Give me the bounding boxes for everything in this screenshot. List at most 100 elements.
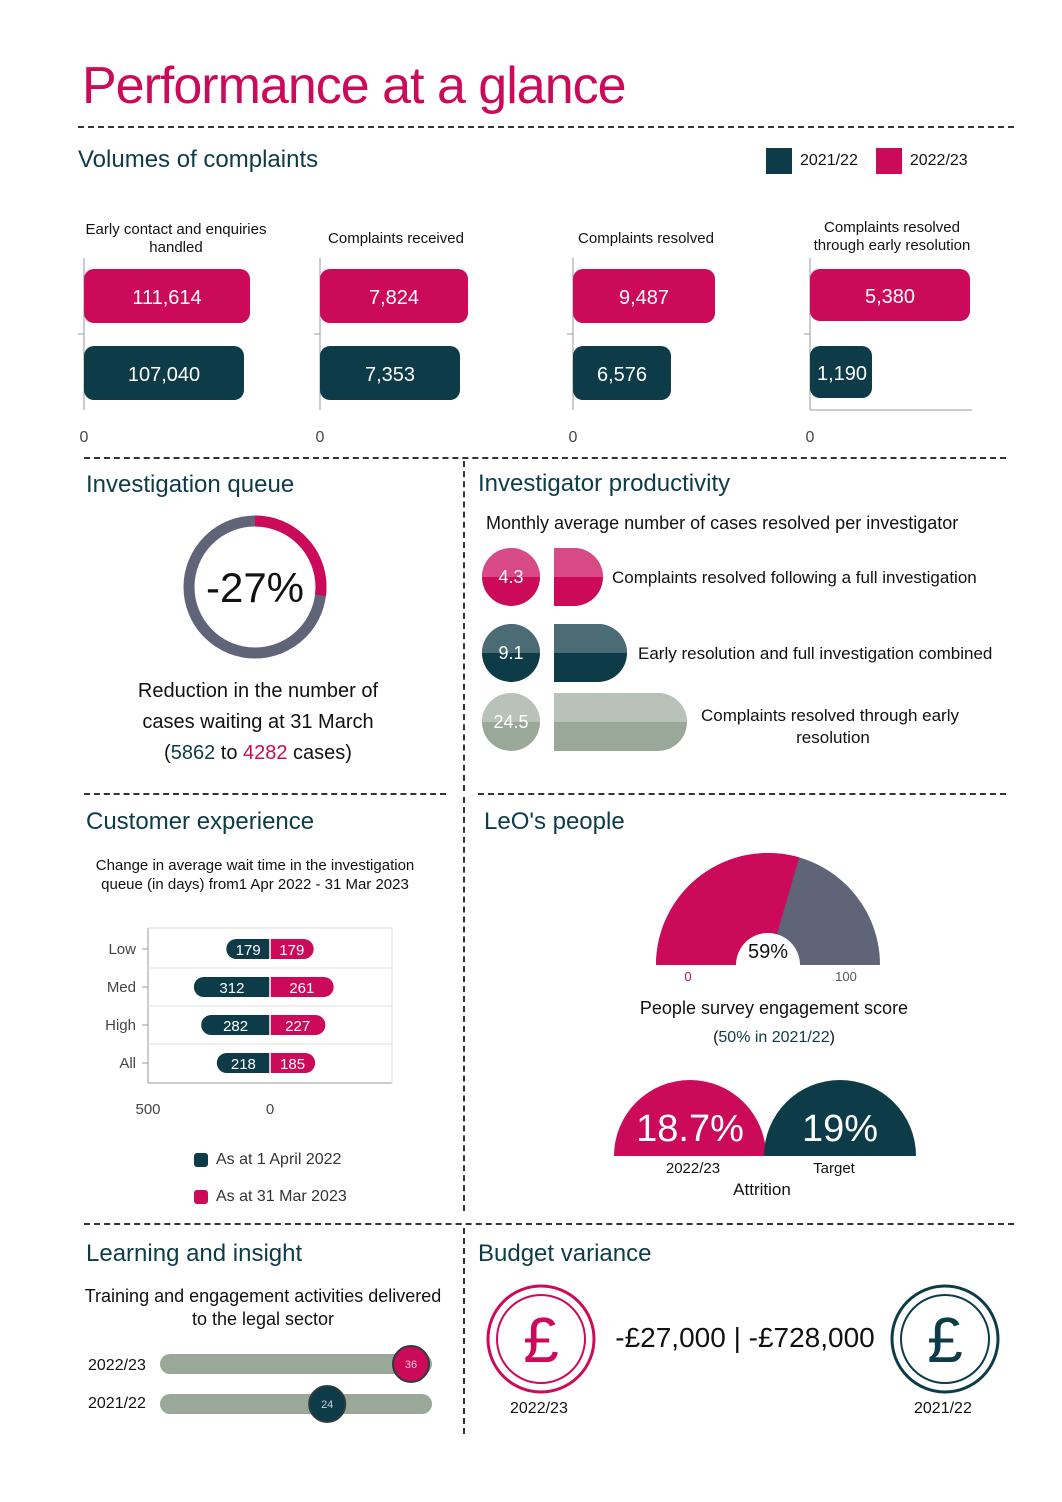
volumes-legend: 2021/22 2022/23 [766, 148, 968, 174]
learning-heading: Learning and insight [86, 1240, 303, 1267]
queue-heading: Investigation queue [86, 471, 295, 498]
attrition-semicircle [614, 1080, 766, 1156]
queue-line3: (5862 to 4282 cases) [100, 738, 416, 769]
wait-bar-2022-fill [203, 977, 270, 997]
queue-cases: cases) [287, 742, 352, 764]
wait-value-2022: 312 [219, 980, 244, 997]
people-heading: LeO's people [484, 808, 625, 835]
vol3-value-2022: 6,576 [597, 364, 647, 386]
queue-to-value: 4282 [243, 742, 288, 764]
wait-bar-2022-fill [226, 1053, 270, 1073]
queue-from-value: 5862 [170, 742, 216, 764]
vol4-label-line2: through early resolution [814, 237, 971, 254]
wait-bar-2023-fill [270, 1015, 316, 1035]
budget-year-right: 2021/22 [914, 1400, 972, 1417]
vol3-label-line1: Complaints resolved [578, 230, 714, 247]
learning-value-2023: 36 [405, 1359, 417, 1371]
wait-legend-2023: As at 31 Mar 2023 [194, 1178, 347, 1215]
queue-line2: cases waiting at 31 March [142, 711, 374, 733]
page-title: Performance at a glance [82, 57, 627, 115]
queue-donut: -27% [183, 515, 327, 659]
prod3-label: Complaints resolved through early [701, 706, 959, 725]
vol1-label-line2: handled [149, 239, 202, 256]
engagement-label: People survey engagement score [639, 998, 909, 1018]
wait-value-2023: 261 [289, 980, 314, 997]
prod3-value: 24.5 [493, 712, 528, 732]
learning-year-2023: 2022/23 [88, 1357, 146, 1374]
pound-glyph: £ [523, 1304, 559, 1376]
gauge-value: 59% [748, 941, 788, 963]
queue-donut-arc [254, 515, 327, 596]
vol4-label-line1: Complaints resolved [824, 219, 960, 236]
prod1-circle-top [482, 548, 540, 577]
gauge-hole [736, 933, 800, 992]
customer-heading: Customer experience [86, 808, 315, 835]
learning-year-2022: 2021/22 [88, 1395, 146, 1412]
wait-category-label: Med [107, 979, 136, 996]
budget-heading: Budget variance [478, 1240, 652, 1267]
learning-sub1: Training and engagement activities deliv… [84, 1286, 442, 1306]
wait-legend-swatch-2022 [194, 1152, 208, 1167]
vol4-zero: 0 [806, 429, 815, 446]
wait-value-2022: 218 [231, 1056, 256, 1073]
prod3-circle-top [482, 693, 540, 722]
vol4-value-2023: 5,380 [865, 286, 915, 308]
attrition-year: 2022/23 [666, 1160, 720, 1177]
wait-value-2022: 179 [236, 942, 261, 959]
wait-bar-2023-fill [270, 1053, 306, 1073]
vol3-value-2023: 9,487 [619, 287, 669, 309]
learning-track-2022 [160, 1394, 432, 1414]
divider [84, 457, 1006, 459]
wait-bar-2023-fill [270, 939, 304, 959]
vol3-bar-2023 [573, 269, 715, 323]
prod1-label: Complaints resolved following a full inv… [612, 568, 977, 587]
vol4-bar-2023 [810, 269, 970, 321]
legend-swatch-2022 [875, 148, 902, 174]
learning-subheading: Training and engagement activities deliv… [70, 1285, 456, 1331]
vol4-bar-2022 [810, 346, 872, 398]
vol3-zero: 0 [569, 429, 578, 446]
vol2-value-2022: 7,353 [365, 364, 415, 386]
attrition-value: 18.7% [636, 1108, 744, 1150]
wait-category-label: All [119, 1055, 136, 1072]
learning-marker-2022 [308, 1385, 347, 1423]
prod3-bar-top [554, 693, 687, 722]
wait-tick-500: 500 [135, 1101, 160, 1118]
wait-value-2022: 282 [223, 1018, 248, 1035]
prod3-label2: resolution [796, 728, 870, 747]
wait-legend-label-2022: As at 1 April 2022 [216, 1151, 342, 1168]
wait-legend-2022: As at 1 April 2022 [194, 1141, 347, 1178]
learning-marker-2023 [392, 1345, 430, 1383]
wait-category-label: Low [108, 941, 136, 958]
budget-values: -£27,000 | -£728,000 [615, 1322, 875, 1353]
prod2-label: Early resolution and full investigation … [638, 644, 992, 663]
queue-description: Reduction in the number of cases waiting… [100, 676, 416, 769]
learning-value-2022: 24 [321, 1399, 333, 1411]
pound-glyph: £ [927, 1304, 963, 1376]
divider [78, 126, 1014, 128]
gauge-min: 0 [684, 969, 691, 984]
customer-sub1: Change in average wait time in the inves… [95, 857, 415, 874]
divider [478, 793, 1006, 795]
prod2-circle-top [482, 624, 540, 653]
learning-sub2: to the legal sector [191, 1309, 335, 1329]
vol2-bar-2023 [320, 269, 468, 323]
wait-value-2023: 185 [280, 1056, 305, 1073]
engagement-paren-open: ( [713, 1029, 719, 1046]
target-label: Target [813, 1160, 856, 1177]
vol1-bar-2022 [84, 346, 244, 400]
prod1-bar-top [554, 548, 603, 577]
budget-year-left: 2022/23 [510, 1400, 568, 1417]
legend-swatch-2021 [766, 148, 792, 174]
volumes-heading: Volumes of complaints [78, 146, 319, 173]
legend-label-2021: 2021/22 [800, 152, 858, 169]
vol2-zero: 0 [316, 429, 325, 446]
pound-icon: £ [890, 1284, 1000, 1394]
vol1-zero: 0 [80, 429, 89, 446]
wait-value-2023: 179 [279, 942, 304, 959]
queue-line1: Reduction in the number of [137, 680, 379, 702]
queue-to-word: to [215, 742, 243, 764]
volumes-chart: Early contact and enquiries handled 111,… [78, 219, 972, 446]
gauge-max: 100 [835, 969, 857, 984]
vol2-bar-2022 [320, 346, 460, 400]
